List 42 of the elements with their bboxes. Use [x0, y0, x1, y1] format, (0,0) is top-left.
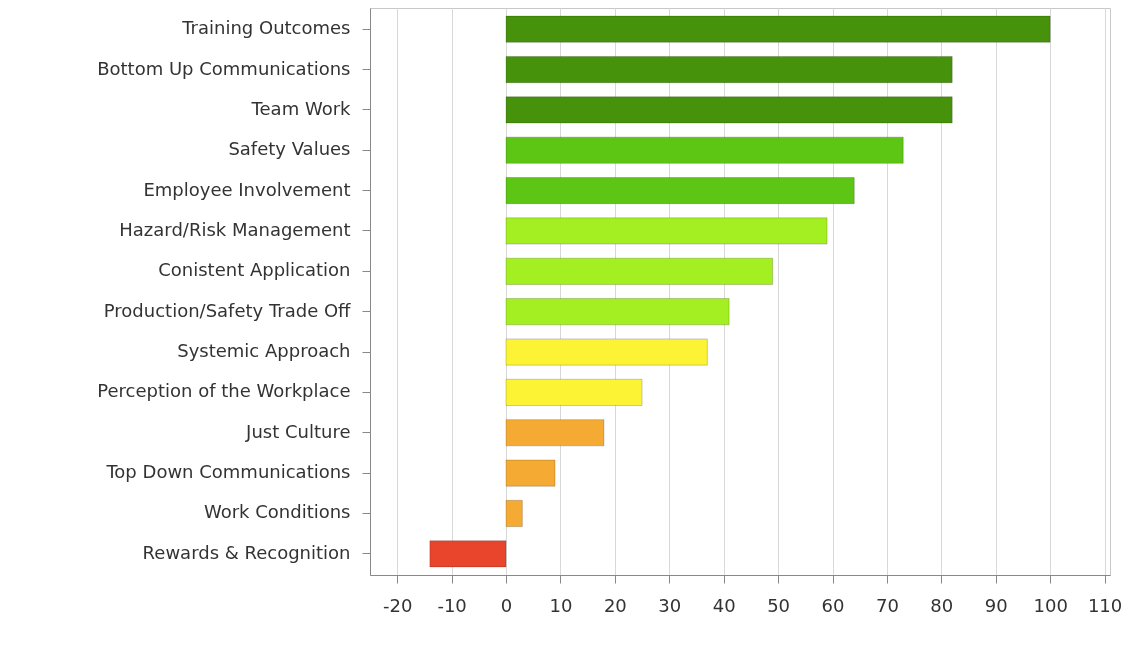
y-tick-label: Work Conditions — [203, 501, 351, 523]
x-tick-label: 0 — [500, 594, 513, 616]
x-tick-label: 100 — [1033, 594, 1068, 616]
x-tick-label: -10 — [437, 594, 467, 616]
x-tick-label: 30 — [658, 594, 682, 616]
x-tick-label: 60 — [821, 594, 845, 616]
x-tick-label: 70 — [875, 594, 899, 616]
x-tick-label: 40 — [712, 594, 736, 616]
y-tick-label: Production/Safety Trade Off — [103, 299, 352, 321]
y-tick-label: Just Culture — [245, 420, 351, 442]
y-tick-label: Employee Involvement — [143, 178, 351, 200]
bar — [505, 15, 1051, 43]
y-tick-label: Rewards & Recognition — [142, 541, 351, 563]
y-tick-label: Training Outcomes — [181, 17, 351, 39]
bar — [505, 459, 556, 487]
y-tick-label: Systemic Approach — [177, 340, 351, 362]
bar — [505, 338, 708, 366]
bar — [505, 257, 774, 285]
y-tick-label: Conistent Application — [158, 259, 351, 281]
y-tick-label: Safety Values — [228, 138, 351, 160]
x-tick-label: 110 — [1087, 594, 1123, 616]
bar — [505, 176, 855, 205]
bar — [505, 55, 953, 84]
bar — [505, 96, 953, 124]
bar — [505, 499, 523, 528]
x-tick-label: 50 — [767, 594, 791, 616]
bar — [505, 378, 643, 407]
x-tick-label: 90 — [984, 594, 1008, 616]
x-tick-label: 10 — [549, 594, 573, 616]
bar — [505, 298, 730, 326]
y-tick-label: Perception of the Workplace — [97, 380, 351, 402]
bar — [505, 419, 605, 447]
y-tick-label: Team Work — [250, 97, 352, 119]
y-tick-label: Hazard/Risk Management — [119, 218, 351, 240]
x-tick-label: 20 — [603, 594, 627, 616]
bar — [505, 136, 904, 164]
x-tick-label: -20 — [383, 594, 413, 616]
y-tick-label: Bottom Up Communications — [97, 57, 351, 79]
bar — [429, 540, 507, 568]
x-tick-label: 80 — [930, 594, 954, 616]
y-tick-label: Top Down Communications — [105, 461, 351, 483]
bar — [505, 217, 828, 245]
